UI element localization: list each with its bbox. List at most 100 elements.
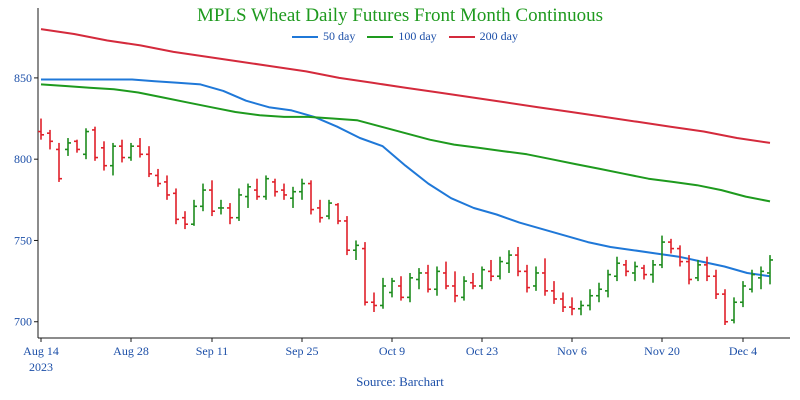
ohlc-bar	[686, 255, 692, 285]
ohlc-bar	[578, 300, 584, 316]
ohlc-bar	[38, 118, 44, 140]
series-line-50-day	[41, 78, 771, 278]
ohlc-bar	[659, 235, 665, 269]
ohlc-bar	[272, 178, 278, 197]
ohlc-bar	[56, 142, 62, 182]
y-tick-label: 700	[14, 315, 32, 329]
legend-swatch-200-day	[448, 35, 475, 38]
ohlc-bar	[731, 297, 737, 324]
ohlc-bar	[614, 256, 620, 282]
ohlc-bar	[209, 180, 215, 217]
ohlc-bar	[479, 266, 485, 290]
ohlc-bar	[182, 211, 188, 230]
ohlc-bar	[596, 282, 602, 303]
ohlc-bar	[551, 281, 557, 304]
ohlc-bar	[434, 266, 440, 296]
ohlc-bar	[506, 250, 512, 273]
ohlc-bar	[353, 240, 359, 260]
ohlc-bar	[605, 269, 611, 298]
ohlc-bar	[515, 246, 521, 277]
ohlc-bar	[740, 281, 746, 308]
legend-swatch-100-day	[367, 35, 394, 38]
ohlc-bar	[281, 183, 287, 200]
ohlc-bar	[101, 141, 107, 171]
ohlc-bar	[470, 272, 476, 290]
ohlc-bar	[173, 188, 179, 225]
ohlc-bar	[362, 242, 368, 306]
ohlc-bar	[317, 199, 323, 223]
ohlc-bar	[92, 126, 98, 161]
series-line-100-day	[40, 83, 771, 203]
y-tick-label: 850	[14, 71, 32, 85]
ohlc-bar	[695, 259, 701, 282]
ohlc-bar	[641, 264, 647, 280]
ohlc-bar	[191, 199, 197, 226]
y-tick-label: 800	[14, 152, 32, 166]
legend-item-100-day: 100 day	[367, 29, 437, 44]
ohlc-bar	[389, 277, 395, 298]
x-tick-label: Sep 25	[286, 344, 319, 358]
ohlc-bar	[65, 138, 71, 156]
ohlc-bar	[443, 261, 449, 290]
legend-label-100-day: 100 day	[398, 29, 437, 43]
ohlc-bar	[587, 289, 593, 311]
chart-title: MPLS Wheat Daily Futures Front Month Con…	[196, 5, 604, 26]
ohlc-bar	[218, 199, 224, 215]
legend-item-200-day: 200 day	[448, 29, 518, 44]
ohlc-bar	[767, 255, 773, 285]
series-line-200-day	[40, 28, 771, 144]
x-tick-label: Oct 9	[379, 344, 405, 358]
x-tick-label: Aug 28	[113, 344, 149, 358]
legend: 50 day 100 day 200 day	[292, 29, 518, 44]
ohlc-bar	[47, 129, 53, 150]
ohlc-bar	[650, 259, 656, 283]
x-tick-label: Sep 11	[196, 344, 229, 358]
ohlc-bar	[542, 258, 548, 296]
ohlc-bar	[344, 216, 350, 256]
ohlc-bar	[524, 264, 530, 293]
ohlc-bar	[488, 259, 494, 282]
ohlc-bar	[668, 238, 674, 254]
ohlc-bar	[623, 259, 629, 277]
ohlc-bar	[263, 175, 269, 200]
ohlc-bar	[704, 256, 710, 282]
ohlc-bar	[299, 178, 305, 200]
x-tick-label: Nov 20	[644, 344, 680, 358]
legend-swatch-50-day	[292, 35, 318, 38]
ohlc-bar	[380, 277, 386, 309]
ohlc-bar	[326, 199, 332, 220]
ohlc-bar	[290, 186, 296, 208]
ohlc-bar	[146, 146, 152, 178]
ohlc-bar	[164, 175, 170, 200]
ohlc-bar	[236, 188, 242, 221]
source-note: Source: Barchart	[356, 374, 444, 389]
ohlc-bar	[74, 139, 80, 153]
ohlc-bar	[137, 138, 143, 158]
ohlc-bar	[155, 168, 161, 187]
x-tick-label: Dec 4	[729, 344, 757, 358]
ohlc-bar	[425, 264, 431, 293]
ohlc-bar	[308, 180, 314, 215]
ohlc-bar	[398, 276, 404, 301]
ohlc-bar	[83, 128, 89, 160]
x-tick-label: Aug 14	[23, 344, 59, 358]
legend-label-200-day: 200 day	[479, 29, 518, 43]
ohlc-bar	[245, 183, 251, 208]
ohlc-bar	[722, 289, 728, 325]
x-year-label: 2023	[29, 360, 53, 374]
legend-item-50-day: 50 day	[292, 29, 355, 44]
ohlc-bar	[632, 261, 638, 282]
x-tick-label: Oct 23	[466, 344, 498, 358]
ohlc-bar	[533, 266, 539, 291]
ohlc-bar	[200, 183, 206, 212]
ohlc-bar	[335, 203, 341, 225]
ohlc-bar	[452, 271, 458, 303]
x-tick-label: Nov 6	[557, 344, 587, 358]
ohlc-bar	[110, 142, 116, 176]
y-tick-label: 750	[14, 233, 32, 247]
ohlc-bar	[497, 256, 503, 280]
ohlc-bar	[371, 292, 377, 312]
ohlc-bar	[758, 266, 764, 290]
